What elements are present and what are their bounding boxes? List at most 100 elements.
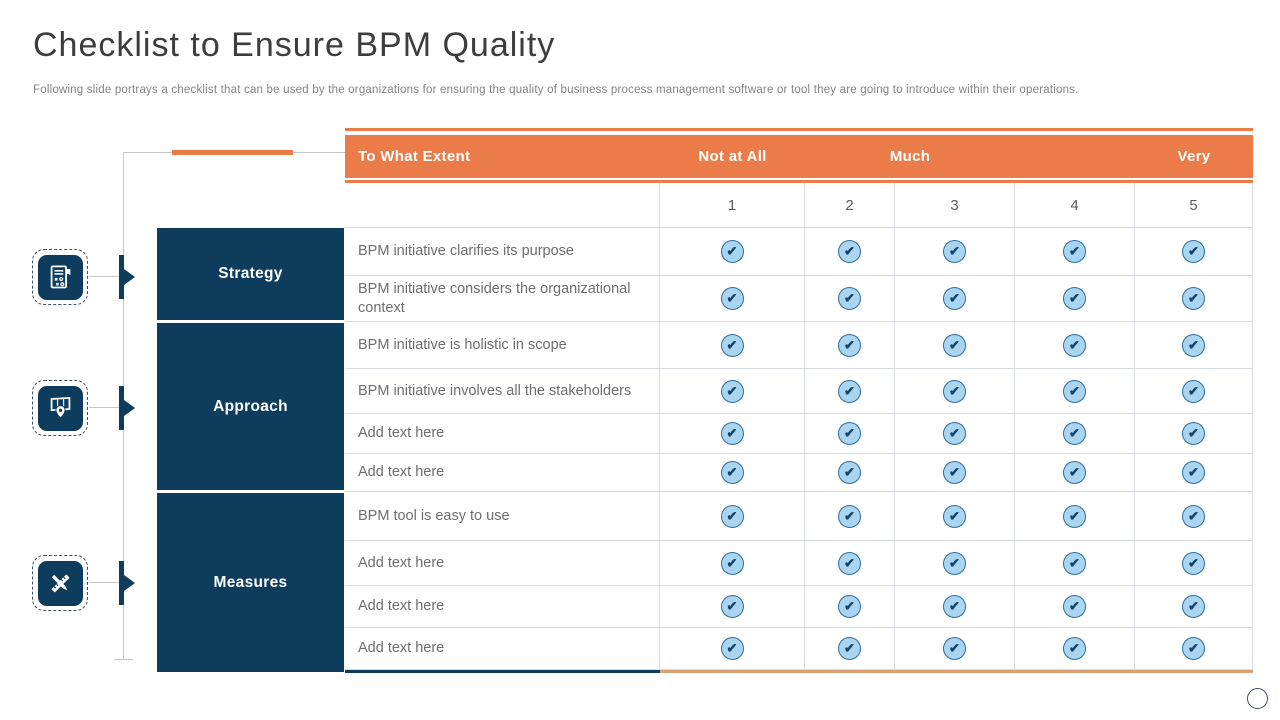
check-icon[interactable]: [838, 379, 861, 403]
check-icon[interactable]: [1182, 422, 1205, 445]
check-icon[interactable]: [943, 551, 966, 575]
check-icon[interactable]: [720, 333, 744, 357]
check-icon[interactable]: [1063, 637, 1086, 660]
check-cell: [895, 492, 1015, 540]
check-cell: [805, 492, 895, 540]
check-icon[interactable]: [720, 637, 744, 660]
check-cell: [1015, 541, 1135, 585]
check-icon[interactable]: [720, 422, 744, 445]
check-cell: [1015, 492, 1135, 540]
check-cell: [805, 369, 895, 413]
check-icon[interactable]: [838, 240, 861, 263]
check-cell: [895, 414, 1015, 453]
check-icon[interactable]: [943, 461, 966, 484]
check-icon[interactable]: [1063, 287, 1086, 310]
check-icon[interactable]: [943, 287, 966, 310]
header-very: Very: [1177, 148, 1211, 165]
check-icon[interactable]: [1182, 551, 1205, 575]
row-label: BPM initiative clarifies its purpose: [345, 228, 660, 275]
check-icon[interactable]: [838, 551, 861, 575]
measures-pencil-ruler-icon: [37, 560, 83, 606]
check-icon[interactable]: [943, 637, 966, 660]
page-subtitle: Following slide portrays a checklist tha…: [33, 84, 1079, 96]
check-icon[interactable]: [720, 287, 744, 310]
check-cell: [895, 541, 1015, 585]
check-cell: [1015, 276, 1135, 321]
scale-number-row: 1 2 3 4 5: [345, 183, 1253, 228]
check-icon[interactable]: [943, 422, 966, 445]
check-icon[interactable]: [838, 422, 861, 445]
check-icon[interactable]: [838, 333, 861, 357]
check-cell: [660, 369, 805, 413]
check-icon[interactable]: [943, 379, 966, 403]
header-much: Much: [889, 148, 931, 165]
row-label: BPM initiative considers the organizatio…: [345, 276, 660, 321]
check-cell: [805, 228, 895, 275]
right-arrow-connector-icon: [119, 255, 124, 299]
strategy-icon-box: [32, 249, 88, 305]
check-icon[interactable]: [943, 333, 966, 357]
check-icon[interactable]: [1063, 461, 1086, 484]
check-cell: [660, 228, 805, 275]
check-icon[interactable]: [838, 637, 861, 660]
group-label: Approach: [213, 397, 288, 415]
row-label: BPM initiative involves all the stakehol…: [345, 369, 660, 413]
check-cell: [805, 414, 895, 453]
check-icon[interactable]: [1182, 240, 1205, 263]
check-cell: [895, 628, 1015, 669]
check-icon[interactable]: [838, 504, 861, 528]
check-cell: [805, 454, 895, 491]
check-cell: [805, 322, 895, 368]
check-icon[interactable]: [1063, 551, 1086, 575]
check-icon[interactable]: [1063, 595, 1086, 618]
check-icon[interactable]: [1063, 422, 1086, 445]
group-block-approach: Approach: [157, 323, 344, 490]
check-icon[interactable]: [1182, 379, 1205, 403]
table-row: BPM initiative is holistic in scope: [345, 322, 1253, 369]
check-icon[interactable]: [720, 379, 744, 403]
check-icon[interactable]: [943, 240, 966, 263]
check-icon[interactable]: [720, 551, 744, 575]
group-block-strategy: Strategy: [157, 228, 344, 320]
check-cell: [895, 322, 1015, 368]
check-icon[interactable]: [1063, 379, 1086, 403]
check-icon[interactable]: [1182, 595, 1205, 618]
check-icon[interactable]: [720, 240, 744, 263]
check-icon[interactable]: [720, 595, 744, 618]
check-icon[interactable]: [1182, 461, 1205, 484]
check-icon[interactable]: [838, 287, 861, 310]
row-label: BPM tool is easy to use: [345, 492, 660, 540]
check-icon[interactable]: [1182, 504, 1205, 528]
check-icon[interactable]: [838, 595, 861, 618]
check-icon[interactable]: [1063, 504, 1086, 528]
table-row: Add text here: [345, 541, 1253, 586]
header-to-what-extent: To What Extent: [358, 148, 471, 165]
bottom-edge-orange: [660, 670, 1253, 673]
check-cell: [660, 541, 805, 585]
right-arrow-connector-icon: [119, 386, 124, 430]
check-cell: [895, 586, 1015, 627]
check-icon[interactable]: [1182, 333, 1205, 357]
check-icon[interactable]: [943, 504, 966, 528]
table-header-row: To What Extent Not at All Much Very: [345, 135, 1253, 178]
check-icon[interactable]: [838, 461, 861, 484]
table-row: Add text here: [345, 454, 1253, 492]
measures-icon-box: [32, 555, 88, 611]
check-cell: [1135, 628, 1253, 669]
check-icon[interactable]: [720, 461, 744, 484]
check-icon[interactable]: [1063, 240, 1086, 263]
row-label: Add text here: [345, 454, 660, 491]
table-top-accent-strip: [345, 128, 1253, 131]
table-header-bottom-strip: [345, 180, 1253, 183]
strategy-tactics-board-icon: [37, 254, 83, 300]
table-row: Add text here: [345, 586, 1253, 628]
check-icon[interactable]: [1182, 637, 1205, 660]
check-icon[interactable]: [1063, 333, 1086, 357]
check-icon[interactable]: [720, 504, 744, 528]
check-icon[interactable]: [943, 595, 966, 618]
check-cell: [805, 628, 895, 669]
right-arrow-connector-icon: [124, 575, 135, 591]
right-arrow-connector-icon: [124, 269, 135, 285]
check-icon[interactable]: [1182, 287, 1205, 310]
